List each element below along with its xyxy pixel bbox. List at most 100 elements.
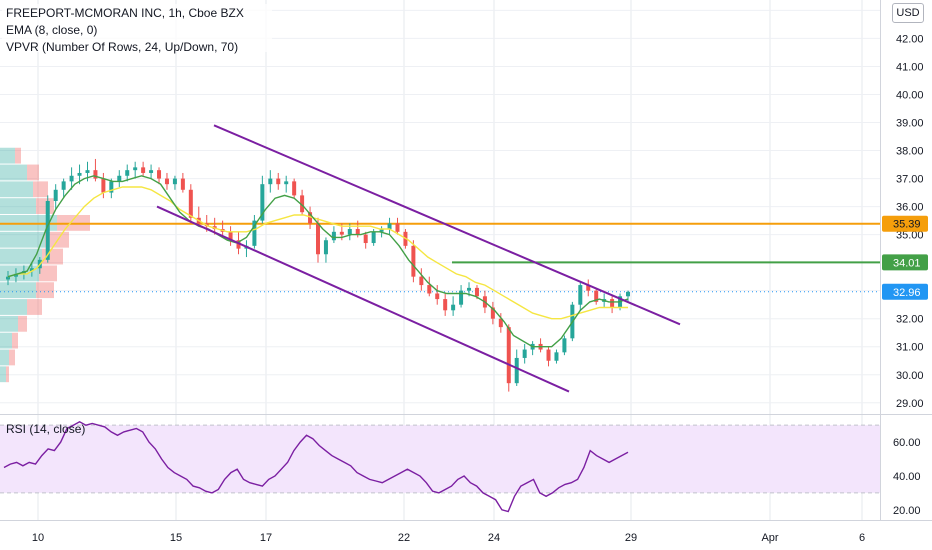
price-tick-label: 31.00	[896, 342, 924, 354]
vpvr-down-bar	[27, 299, 42, 315]
vpvr-up-bar	[0, 315, 18, 332]
vpvr-legend: VPVR (Number Of Rows, 24, Up/Down, 70)	[6, 40, 238, 54]
candle-body	[339, 231, 344, 235]
price-tick-label: 37.00	[896, 174, 924, 186]
candle-body	[276, 178, 281, 185]
candle-body	[188, 189, 193, 218]
candle-body	[13, 273, 18, 277]
vpvr-down-bar	[36, 282, 54, 299]
vpvr-down-bar	[33, 181, 48, 198]
channel-upper-line	[213, 124, 681, 326]
candle-body	[61, 181, 66, 190]
candle-body	[45, 200, 50, 260]
price-tick-label: 29.00	[896, 398, 924, 410]
candle-body	[387, 223, 392, 230]
candle-body	[300, 195, 305, 213]
candle-body	[252, 220, 257, 246]
rsi-tick-label: 60.00	[893, 437, 921, 449]
price-tick-label: 38.00	[896, 146, 924, 158]
price-level-badge	[882, 254, 928, 271]
candle-body	[371, 231, 376, 244]
candle-body	[133, 167, 138, 171]
candle-body	[236, 240, 241, 249]
candle-body	[172, 178, 177, 185]
vpvr-up-bar	[0, 147, 15, 164]
candle-body	[268, 178, 273, 185]
candle-body	[379, 229, 384, 232]
vpvr-up-bar	[0, 181, 33, 198]
candle-body	[284, 181, 289, 185]
candle-body	[443, 299, 448, 311]
candle-body	[308, 212, 313, 224]
price-level-label: 34.01	[893, 257, 921, 269]
rsi-line	[3, 421, 629, 513]
candle-body	[323, 240, 328, 255]
candle-body	[610, 299, 615, 308]
time-tick-label: 29	[625, 532, 637, 544]
candle-body	[467, 287, 472, 291]
candle-body	[164, 178, 169, 185]
price-tick-label: 35.00	[896, 230, 924, 242]
ema-fast-line	[7, 175, 629, 348]
candle-body	[109, 181, 114, 193]
vpvr-down-bar	[36, 198, 54, 215]
vpvr-down-bar	[42, 248, 63, 265]
vpvr-down-bar	[15, 147, 21, 164]
price-level-label: 32.96	[893, 287, 921, 299]
candle-body	[451, 304, 456, 311]
vpvr-up-bar	[0, 198, 36, 215]
legend-bg	[2, 4, 272, 52]
vpvr-down-bar	[18, 315, 27, 332]
candle-body	[498, 318, 503, 328]
candle-body	[626, 291, 630, 297]
price-tick-label: 40.00	[896, 89, 924, 101]
ema-legend: EMA (8, close, 0)	[6, 23, 97, 37]
candle-body	[347, 229, 352, 235]
candle-body	[125, 170, 130, 176]
candle-body	[85, 170, 90, 173]
candle-body	[411, 245, 416, 277]
price-level-label: 35.39	[893, 219, 921, 231]
candle-body	[180, 178, 185, 190]
candle-body	[427, 285, 432, 294]
vpvr-down-bar	[39, 265, 57, 282]
candle-body	[53, 189, 58, 201]
rsi-band	[0, 425, 880, 493]
price-tick-label: 39.00	[896, 118, 924, 130]
time-tick-label: 22	[398, 532, 410, 544]
candle-body	[459, 290, 464, 305]
candle-body	[355, 229, 360, 235]
candle-body	[506, 327, 511, 384]
vpvr-up-bar	[0, 366, 6, 383]
vpvr-up-bar	[0, 164, 27, 181]
channel-lower-line	[156, 205, 570, 393]
candle-body	[149, 170, 154, 173]
price-level-badge	[882, 215, 928, 232]
candle-body	[117, 175, 122, 182]
price-tick-label: 42.00	[896, 33, 924, 45]
vpvr-up-bar	[0, 282, 36, 299]
vpvr-up-bar	[0, 231, 45, 248]
candle-body	[514, 357, 519, 384]
vpvr-down-bar	[6, 366, 9, 383]
candle-body	[578, 285, 583, 305]
candle-body	[316, 223, 320, 255]
candle-body	[228, 231, 233, 241]
candle-body	[562, 338, 567, 353]
vpvr-down-bar	[45, 231, 69, 248]
candle-body	[586, 285, 591, 291]
candle-body	[157, 170, 162, 179]
candle-body	[435, 293, 440, 300]
rsi-tick-label: 20.00	[893, 505, 921, 517]
candle-body	[474, 287, 479, 297]
candle-body	[77, 172, 82, 176]
vpvr-up-bar	[0, 299, 27, 315]
candle-body	[554, 352, 559, 361]
candle-body	[6, 276, 10, 280]
rsi-legend: RSI (14, close)	[6, 422, 85, 436]
currency-button[interactable]: USD	[892, 3, 924, 23]
candle-body	[29, 268, 34, 272]
candle-body	[141, 167, 146, 173]
vpvr-up-bar	[0, 349, 9, 366]
